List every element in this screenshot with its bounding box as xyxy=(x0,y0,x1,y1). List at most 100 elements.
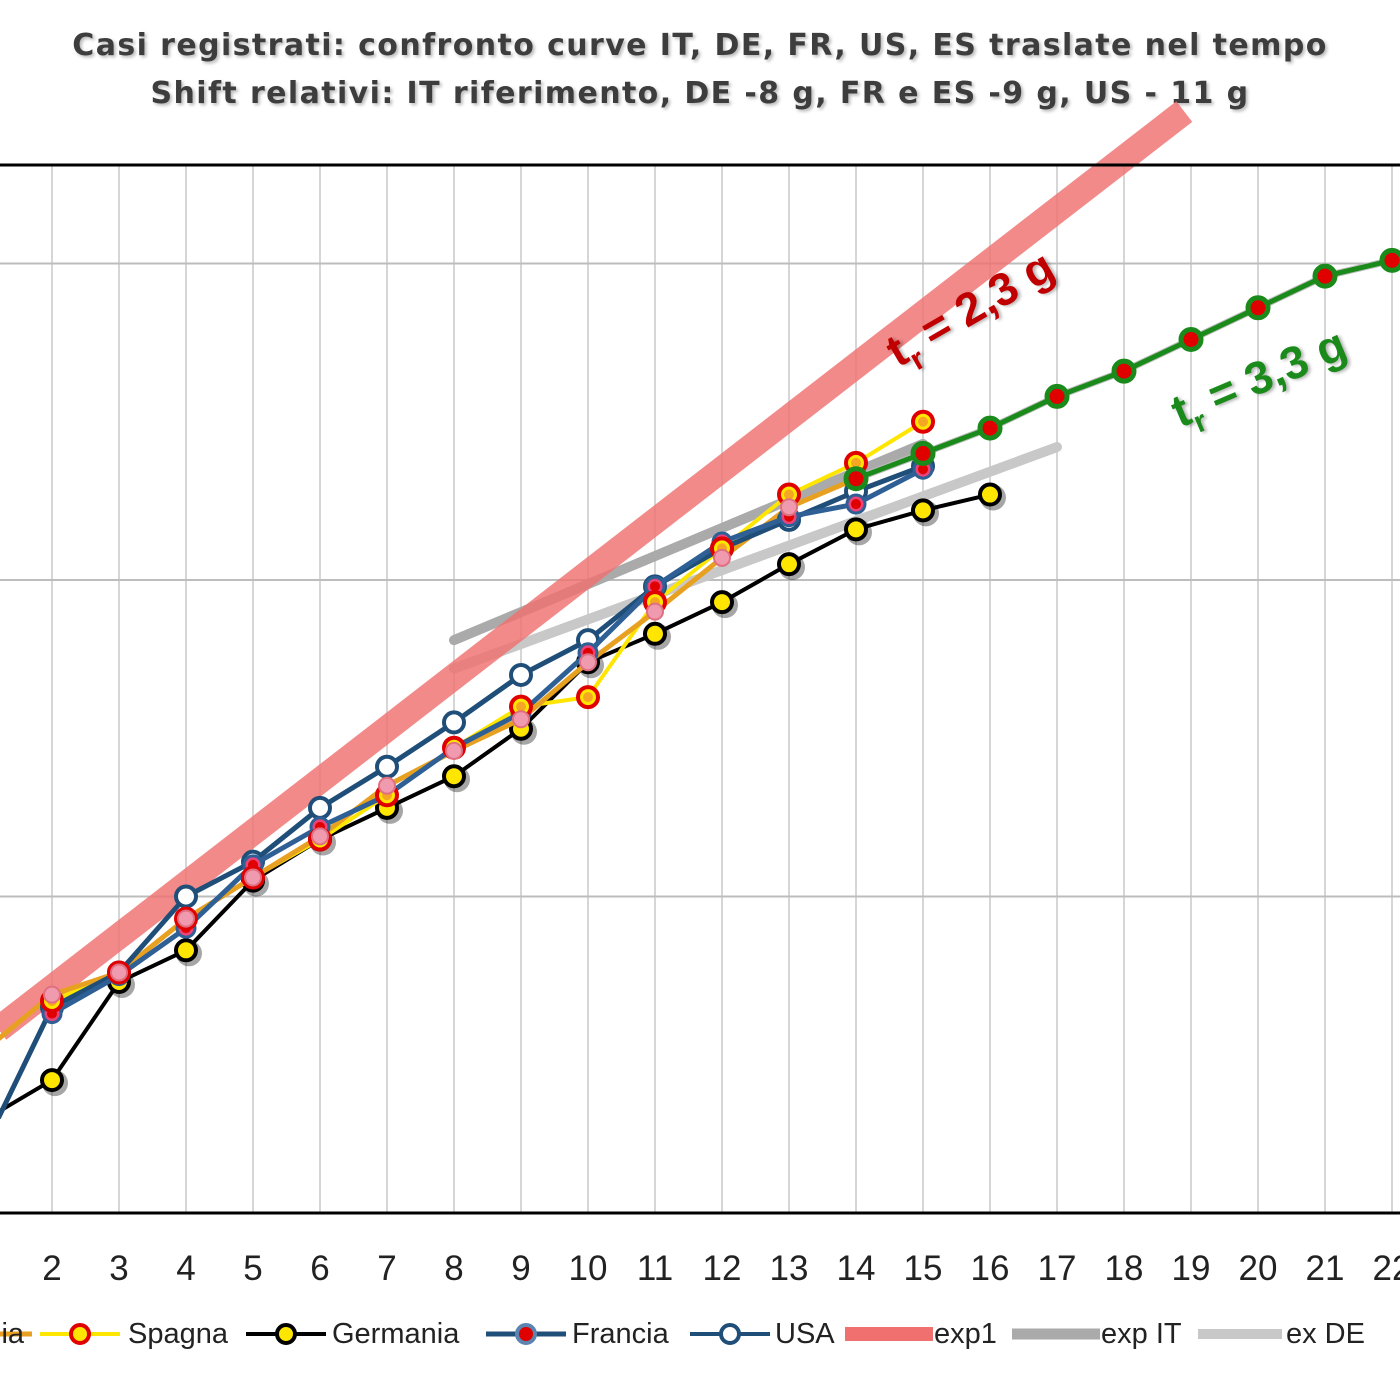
chart-title: Casi registrati: confronto curve IT, DE,… xyxy=(0,22,1400,118)
point-it-continua xyxy=(1178,326,1204,352)
point-usa-dot xyxy=(442,710,466,735)
point-italia xyxy=(110,963,128,982)
point-spagna-dot-center xyxy=(784,489,794,500)
x-tick-label: 12 xyxy=(703,1249,742,1288)
point-spagna xyxy=(576,685,600,710)
point-italia xyxy=(445,741,463,760)
x-tick-label: 19 xyxy=(1172,1249,1211,1288)
annotations: tr = 2,3 gtr = 3,3 g xyxy=(877,239,1354,439)
point-germania-dot xyxy=(643,621,667,646)
legend-item-ex-de: ex DE xyxy=(1198,1312,1400,1356)
x-tick-label: 14 xyxy=(837,1249,876,1288)
point-usa-dot xyxy=(308,795,332,820)
point-italia xyxy=(780,498,798,517)
point-germania xyxy=(174,938,202,967)
point-francia xyxy=(845,493,867,515)
point-germania xyxy=(442,764,470,793)
legend-symbol-marker xyxy=(719,1323,741,1345)
point-usa xyxy=(375,754,399,779)
legend-symbol-marker xyxy=(275,1323,297,1345)
legend-item-spagna: Spagna xyxy=(40,1312,328,1356)
legend-symbol xyxy=(1012,1328,1100,1340)
point-germania-dot xyxy=(710,590,734,615)
series-line-germania xyxy=(0,492,991,1114)
x-tick-label: 17 xyxy=(1038,1249,1077,1288)
point-it-continua-dot xyxy=(1044,383,1070,409)
point-germania xyxy=(710,590,738,619)
legend-label-usa: USA xyxy=(775,1318,835,1350)
point-italia xyxy=(713,548,731,567)
point-italia xyxy=(311,827,329,846)
point-it-continua xyxy=(910,440,936,466)
legend-item-exp-it: exp IT xyxy=(1012,1312,1301,1356)
point-usa-dot xyxy=(174,884,198,909)
point-it-continua-dot xyxy=(843,466,869,492)
x-tick-label: 20 xyxy=(1239,1249,1278,1288)
x-tick-label: 22 xyxy=(1373,1249,1400,1288)
x-tick-label: 6 xyxy=(310,1249,329,1288)
legend-item-exp1: exp1 xyxy=(845,1312,1134,1356)
point-francia-dot-center xyxy=(918,464,928,475)
point-francia-dot-center xyxy=(650,581,660,592)
point-it-continua-dot xyxy=(1379,247,1400,273)
point-it-continua-dot xyxy=(1312,263,1338,289)
legend-item-italia: lia xyxy=(0,1312,195,1356)
legend-symbol xyxy=(0,1331,32,1337)
point-germania-dot xyxy=(844,517,868,542)
x-tick-label: 10 xyxy=(569,1249,608,1288)
point-italia xyxy=(43,985,61,1004)
point-it-continua xyxy=(1044,383,1070,409)
point-germania xyxy=(844,517,872,546)
x-tick-label: 13 xyxy=(770,1249,809,1288)
x-tick-label: 16 xyxy=(971,1249,1010,1288)
x-tick-label: 21 xyxy=(1306,1249,1345,1288)
legend-symbol-marker xyxy=(69,1323,91,1345)
point-it-continua xyxy=(977,415,1003,441)
point-it-continua-dot xyxy=(1178,326,1204,352)
point-usa xyxy=(509,662,533,687)
point-usa xyxy=(442,710,466,735)
point-italia xyxy=(378,776,396,795)
x-tick-label: 4 xyxy=(176,1249,195,1288)
point-usa xyxy=(308,795,332,820)
grid xyxy=(0,165,1400,1213)
point-it-continua xyxy=(843,466,869,492)
point-italia xyxy=(512,710,530,729)
series-line-exp1 xyxy=(0,101,1193,1040)
legend-label-spagna: Spagna xyxy=(128,1318,228,1350)
legend-label-ex-de: ex DE xyxy=(1286,1318,1365,1350)
point-germania xyxy=(911,498,939,527)
point-spagna-dot-center xyxy=(583,692,593,703)
point-usa-dot xyxy=(375,754,399,779)
chart-subtitle-line-2: Shift relativi: IT riferimento, DE -8 g,… xyxy=(150,76,1250,111)
legend-symbol xyxy=(690,1323,770,1345)
point-germania xyxy=(643,621,671,650)
point-germania-dot xyxy=(978,482,1002,507)
x-tick-label: 11 xyxy=(637,1249,673,1288)
chart-title-line-1: Casi registrati: confronto curve IT, DE,… xyxy=(72,28,1328,63)
x-tick-label: 8 xyxy=(444,1249,463,1288)
point-spagna-dot-center xyxy=(918,416,928,427)
point-it-continua-dot xyxy=(1245,295,1271,321)
legend-item-usa: USA xyxy=(690,1312,975,1356)
legend-label-italia: lia xyxy=(0,1318,25,1350)
legend-symbol xyxy=(845,1327,933,1341)
x-tick-label: 5 xyxy=(243,1249,262,1288)
point-germania-dot xyxy=(40,1068,64,1093)
x-tick-label: 2 xyxy=(42,1249,61,1288)
x-tick-labels: 2 3 4 5 6 7 8 9 10 11 12 13 14 15 16 17 18 19 20 21 22 xyxy=(42,1249,1400,1288)
legend-item-germania: Germania xyxy=(246,1312,532,1356)
point-germania-dot xyxy=(174,938,198,963)
legend-label-francia: Francia xyxy=(572,1318,669,1350)
point-spagna-dot-center xyxy=(516,701,526,712)
data-series xyxy=(0,247,1400,1120)
annotation-tr-3-3-rest: = 3,3 g xyxy=(1188,317,1353,426)
point-it-continua-dot xyxy=(910,440,936,466)
legend-symbol xyxy=(246,1323,326,1345)
legend-symbol-marker xyxy=(515,1323,537,1345)
legend-symbol xyxy=(1198,1329,1282,1339)
x-tick-label: 9 xyxy=(511,1249,530,1288)
legend-label-exp-it: exp IT xyxy=(1101,1318,1182,1350)
point-germania-dot xyxy=(911,498,935,523)
series-line-ex-de xyxy=(449,442,1062,674)
